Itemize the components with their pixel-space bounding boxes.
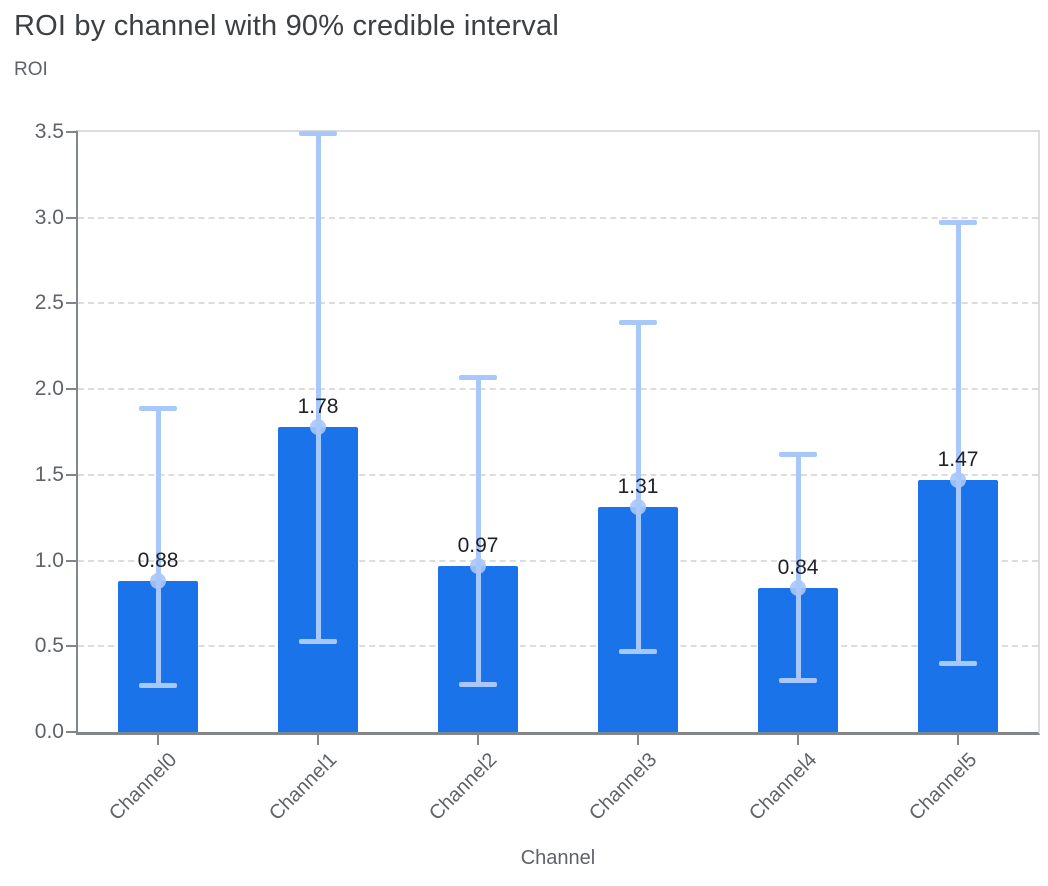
y-tick-mark	[66, 645, 78, 648]
y-axis-title: ROI	[14, 59, 48, 80]
error-bar-cap-bottom	[139, 683, 177, 689]
gridline	[78, 216, 1038, 219]
x-tick-mark	[477, 735, 479, 745]
x-tick-mark	[157, 735, 159, 745]
y-tick-mark	[66, 388, 78, 391]
mean-marker	[310, 418, 326, 435]
value-label: 0.84	[777, 556, 819, 579]
mean-marker	[150, 573, 166, 590]
error-bar-cap-bottom	[779, 678, 817, 684]
error-bar-cap-top	[619, 319, 657, 325]
gridline	[78, 388, 1038, 391]
value-label: 1.47	[937, 448, 979, 471]
value-label: 1.31	[617, 475, 659, 499]
error-bar-line	[475, 377, 481, 684]
gridline	[78, 473, 1038, 476]
x-tick-mark	[637, 735, 639, 745]
y-tick-label: 1.0	[34, 548, 64, 572]
error-bar-cap-bottom	[459, 681, 497, 687]
gridline	[78, 559, 1038, 562]
x-tick-mark	[317, 735, 319, 745]
error-bar-cap-top	[459, 374, 497, 380]
y-tick-label: 3.0	[34, 205, 64, 229]
gridline	[78, 302, 1038, 305]
y-tick-mark	[66, 559, 78, 562]
gridline	[78, 645, 1038, 648]
mean-marker	[630, 499, 646, 516]
error-bar-cap-bottom	[619, 648, 657, 654]
y-tick-mark	[66, 302, 78, 305]
y-tick-mark	[66, 473, 78, 476]
error-bar-line	[795, 454, 801, 681]
mean-marker	[790, 580, 806, 596]
y-tick-label: 0.5	[34, 634, 64, 658]
x-tick-mark	[957, 735, 959, 745]
y-tick-label: 2.0	[34, 377, 64, 401]
error-bar-cap-top	[779, 451, 817, 457]
y-tick-mark	[66, 731, 78, 733]
error-bar-cap-bottom	[939, 660, 977, 666]
error-bar-line	[635, 322, 641, 652]
x-tick-mark	[797, 735, 799, 745]
y-tick-label: 2.5	[34, 291, 64, 315]
y-tick-label: 3.5	[34, 120, 64, 143]
chart-title: ROI by channel with 90% credible interva…	[14, 10, 559, 42]
y-tick-mark	[66, 131, 78, 133]
error-bar-line	[315, 133, 321, 642]
error-bar-cap-top	[299, 131, 337, 137]
value-label: 0.97	[457, 533, 499, 557]
value-label: 0.88	[137, 549, 179, 573]
value-label: 1.78	[297, 394, 339, 418]
error-bar-cap-top	[139, 405, 177, 411]
error-bar-line	[155, 408, 161, 686]
mean-marker	[950, 472, 966, 488]
y-tick-label: 0.0	[34, 720, 64, 743]
error-bar-cap-bottom	[299, 638, 337, 644]
y-tick-mark	[66, 216, 78, 219]
x-axis-title: Channel	[520, 847, 596, 869]
plot-area	[76, 130, 1040, 735]
mean-marker	[470, 557, 486, 574]
y-tick-label: 1.5	[34, 462, 64, 486]
error-bar-cap-top	[939, 220, 977, 226]
error-bar-line	[955, 222, 961, 664]
